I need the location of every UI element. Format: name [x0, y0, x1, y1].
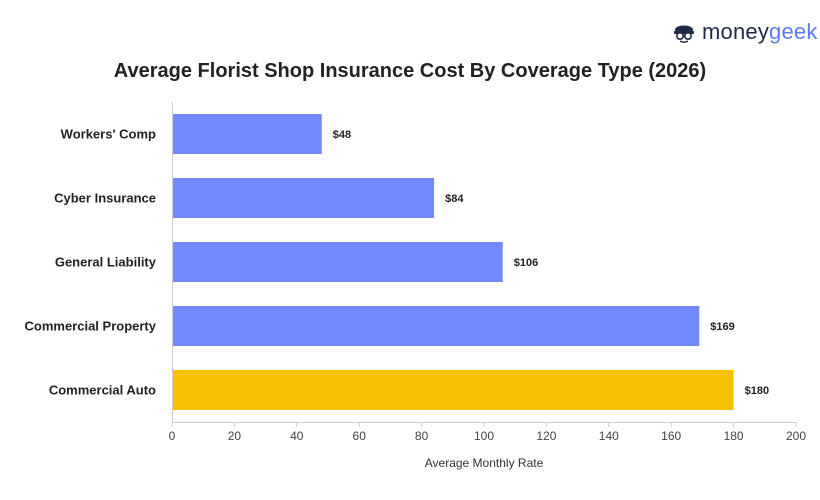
x-tick-label: 120	[536, 429, 556, 443]
data-label: $180	[745, 385, 769, 397]
x-axis-title: Average Monthly Rate	[425, 456, 544, 470]
bar	[172, 242, 503, 282]
x-tick-label: 80	[415, 429, 429, 443]
bar	[172, 178, 435, 218]
x-tick-label: 200	[786, 429, 806, 443]
bar	[172, 370, 734, 410]
x-tick-label: 100	[474, 429, 494, 443]
x-tick-label: 160	[661, 429, 681, 443]
data-label: $48	[333, 129, 351, 141]
x-tick-label: 180	[724, 429, 744, 443]
geek-face-icon	[674, 25, 694, 43]
x-tick-label: 20	[228, 429, 242, 443]
category-label: Cyber Insurance	[54, 191, 156, 206]
bars-layer: Workers' Comp $48 Cyber Insurance $84 Genera…	[25, 114, 769, 410]
data-label: $84	[445, 193, 464, 205]
category-label: Workers' Comp	[61, 127, 156, 142]
x-axis-ticks: 0 20 40 60 80 100 120 140 160 180 200	[169, 422, 806, 443]
bar	[172, 114, 322, 154]
x-tick-label: 0	[169, 429, 176, 443]
x-tick-label: 40	[290, 429, 304, 443]
logo-wordmark: moneygeek	[702, 21, 818, 43]
data-label: $106	[514, 257, 538, 269]
logo-text-money: money	[702, 19, 770, 44]
category-label: Commercial Auto	[49, 383, 156, 398]
data-label: $169	[710, 321, 734, 333]
bar	[172, 306, 700, 346]
logo-text-geek: geek	[769, 19, 818, 44]
category-label: General Liability	[55, 255, 157, 270]
x-tick-label: 60	[353, 429, 367, 443]
category-label: Commercial Property	[25, 319, 157, 334]
chart-title: Average Florist Shop Insurance Cost By C…	[113, 60, 707, 82]
moneygeek-logo: moneygeek	[672, 20, 818, 44]
x-tick-label: 140	[599, 429, 619, 443]
